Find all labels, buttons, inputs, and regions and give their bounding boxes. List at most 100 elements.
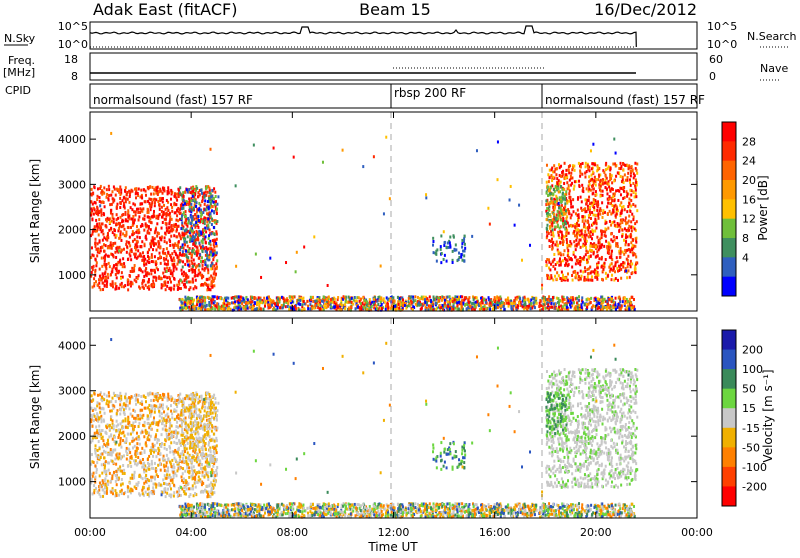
power-point: [402, 302, 404, 305]
power-point: [550, 186, 552, 189]
power-point: [92, 268, 94, 271]
power-point: [133, 253, 135, 256]
power-point: [463, 254, 465, 257]
power-point: [595, 184, 597, 187]
power-point: [314, 307, 316, 310]
power-point: [132, 230, 134, 233]
power-point: [548, 258, 550, 261]
power-point: [364, 299, 366, 302]
power-point: [580, 229, 582, 232]
power-point: [551, 276, 553, 279]
power-point: [529, 244, 531, 247]
power-point: [584, 270, 586, 273]
beam-title: Beam 15: [359, 0, 431, 19]
power-point: [440, 245, 442, 248]
power-point: [277, 306, 279, 309]
power-point: [593, 179, 595, 182]
power-point: [111, 253, 113, 256]
power-point: [507, 297, 509, 300]
power-point: [632, 306, 634, 309]
power-point: [595, 276, 597, 279]
power-point: [553, 164, 555, 167]
power-point: [134, 279, 136, 282]
power-point: [441, 252, 443, 255]
power-point: [602, 194, 604, 197]
power-point: [137, 277, 139, 280]
power-point: [609, 220, 611, 223]
power-point: [175, 223, 177, 226]
power-point: [183, 274, 185, 277]
power-point: [385, 136, 387, 139]
power-point: [114, 242, 116, 245]
power-point: [636, 220, 638, 223]
power-point: [584, 175, 586, 178]
power-point: [603, 245, 605, 248]
power-point: [425, 196, 427, 199]
power-point: [545, 199, 547, 202]
power-point: [107, 246, 109, 249]
power-point: [119, 206, 121, 209]
power-point: [571, 266, 573, 269]
power-point: [229, 302, 231, 305]
power-point: [582, 245, 584, 248]
power-point: [127, 283, 129, 286]
power-point: [624, 173, 626, 176]
power-point: [524, 303, 526, 306]
power-point: [627, 205, 629, 208]
power-point: [567, 279, 569, 282]
power-point: [438, 299, 440, 302]
power-point: [582, 162, 584, 165]
power-point: [208, 187, 210, 190]
power-point: [549, 169, 551, 172]
power-point: [613, 220, 615, 223]
velocity-point: [204, 409, 206, 412]
power-point: [628, 248, 630, 251]
power-point: [149, 217, 151, 220]
power-point: [208, 197, 210, 200]
velocity-point: [154, 462, 156, 465]
power-point: [127, 258, 129, 261]
power-point: [180, 237, 182, 240]
power-point: [632, 218, 634, 221]
power-point: [227, 297, 229, 300]
power-point: [96, 225, 98, 228]
power-point: [331, 301, 333, 304]
power-point: [269, 257, 271, 260]
power-point: [618, 229, 620, 232]
power-point: [552, 296, 554, 299]
power-point: [150, 228, 152, 231]
power-point: [273, 147, 275, 150]
power-point: [328, 301, 330, 304]
power-point: [138, 229, 140, 232]
power-point: [195, 307, 197, 310]
nsky-series-line: [90, 26, 636, 47]
power-point: [533, 301, 535, 304]
power-point: [162, 197, 164, 200]
power-point: [402, 298, 404, 301]
power-point: [302, 297, 304, 300]
power-point: [261, 301, 263, 304]
power-point: [552, 176, 554, 179]
power-point: [617, 303, 619, 306]
power-point: [197, 237, 199, 240]
power-point: [556, 278, 558, 281]
power-point: [473, 298, 475, 301]
power-point: [446, 246, 448, 249]
power-point: [99, 275, 101, 278]
power-point: [548, 180, 550, 183]
power-point: [454, 295, 456, 298]
power-point: [132, 215, 134, 218]
power-point: [582, 270, 584, 273]
power-point: [147, 286, 149, 289]
power-point: [143, 229, 145, 232]
power-point: [518, 302, 520, 305]
power-point: [625, 269, 627, 272]
power-point: [152, 238, 154, 241]
power-point: [577, 209, 579, 212]
power-point: [213, 284, 215, 287]
power-point: [562, 193, 564, 196]
power-point: [179, 186, 181, 189]
power-point: [119, 259, 121, 262]
power-point: [205, 230, 207, 233]
